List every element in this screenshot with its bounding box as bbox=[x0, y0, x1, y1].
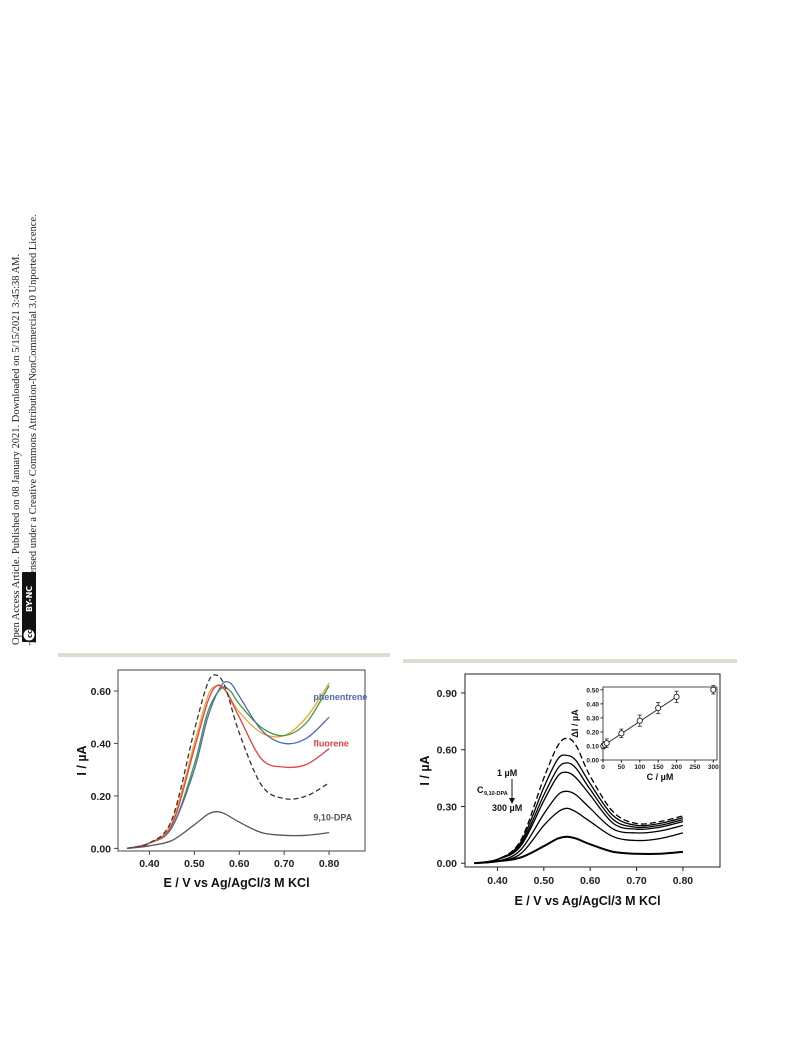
inset-x-tick-label: 300 bbox=[708, 764, 719, 771]
left-series-line-5 bbox=[126, 811, 330, 850]
cc-badge-bg bbox=[22, 572, 36, 642]
inset-x-tick-label: 150 bbox=[653, 764, 664, 771]
left-x-tick-label: 0.70 bbox=[274, 858, 295, 870]
right-series-line-0 bbox=[474, 737, 684, 864]
inset-y-tick-label: 0.40 bbox=[586, 701, 599, 708]
annotation-arrowhead bbox=[509, 798, 515, 804]
annotation-1uM: 1 µM bbox=[497, 768, 517, 778]
inset-x-axis-label: C / µM bbox=[647, 772, 674, 782]
inset-x-tick-label: 200 bbox=[671, 764, 682, 771]
right-x-tick-label: 0.80 bbox=[673, 875, 694, 887]
left-series-line-2 bbox=[126, 681, 330, 850]
right-series-line-4 bbox=[474, 790, 684, 864]
cc-badge-text: BY-NC bbox=[25, 586, 34, 612]
voltammogram-chart-right: 0.40 0.50 0.60 0.70 0.80 0.00 0.30 0.60 0.90 1 µ… bbox=[418, 673, 721, 908]
annotation-c-sub: 9,10-DPA bbox=[484, 791, 508, 797]
calibration-inset: 0 50 100 150 200 250 300 0.00 0.10 0.20 0.30 0.40 0.… bbox=[586, 685, 719, 771]
left-series-label-3: fluorene bbox=[313, 739, 349, 749]
left-y-tick-label: 0.40 bbox=[91, 738, 112, 750]
left-y-tick-label: 0.20 bbox=[91, 791, 112, 803]
right-plot-frame bbox=[464, 673, 721, 868]
left-series-labels: 1,4-terphenylpyrenephenentrenefluorene9,… bbox=[313, 692, 367, 823]
inset-point-4 bbox=[636, 717, 643, 724]
cc-mark-text: cc bbox=[26, 630, 34, 638]
cc-license-badge[interactable]: BY-NC cc bbox=[22, 572, 36, 642]
inset-frame bbox=[602, 686, 718, 761]
right-x-tick-label: 0.70 bbox=[626, 875, 647, 887]
left-plot-frame bbox=[117, 669, 366, 852]
left-ticks: 0.40 0.50 0.60 0.70 0.80 0.00 0.20 0.40 0.60 bbox=[91, 686, 340, 870]
left-series-line-0 bbox=[126, 682, 330, 850]
left-x-tick-label: 0.80 bbox=[319, 858, 340, 870]
annotation-c-var: C bbox=[477, 785, 484, 795]
left-y-tick-label: 0.00 bbox=[91, 843, 112, 855]
right-y-tick-label: 0.00 bbox=[437, 858, 458, 870]
inset-y-tick-label: 0.10 bbox=[586, 743, 599, 750]
inset-y-tick-label: 0.50 bbox=[586, 687, 599, 694]
right-x-axis-label: E / V vs Ag/AgCl/3 M KCl bbox=[514, 894, 660, 908]
left-x-tick-label: 0.60 bbox=[229, 858, 250, 870]
cc-logo-icon bbox=[22, 628, 36, 642]
inset-point-3 bbox=[618, 730, 625, 737]
right-series-line-3 bbox=[474, 771, 684, 864]
inset-y-axis-label: ΔI / µA bbox=[570, 709, 580, 738]
voltammogram-chart-left: 0.400.500.600.700.800.000.200.400.60 1,4… bbox=[75, 669, 367, 890]
annotation-300uM: 300 µM bbox=[492, 803, 522, 813]
inset-point-5 bbox=[655, 705, 662, 712]
left-series-line-4 bbox=[126, 674, 330, 850]
right-x-tick-label: 0.60 bbox=[580, 875, 601, 887]
sidebar-line-1[interactable]: Open Access Article. Published on 08 Jan… bbox=[11, 254, 22, 645]
right-ticks: 0.40 0.50 0.60 0.70 0.80 0.00 0.30 0.60 0.90 bbox=[437, 688, 694, 887]
inset-y-tick-label: 0.00 bbox=[586, 758, 599, 765]
left-x-tick-label: 0.50 bbox=[184, 858, 205, 870]
left-series bbox=[126, 674, 330, 850]
license-sidebar-svg: Open Access Article. Published on 08 Jan… bbox=[11, 214, 39, 645]
right-series-line-6 bbox=[474, 835, 683, 865]
right-y-axis-label: I / µA bbox=[418, 755, 432, 785]
inset-point-2 bbox=[603, 740, 610, 747]
sidebar-line-2[interactable]: This article is licensed under a Creativ… bbox=[28, 214, 39, 645]
divider-left bbox=[58, 653, 390, 657]
inset-point-6 bbox=[673, 693, 680, 700]
inset-y-tick-label: 0.20 bbox=[586, 729, 599, 736]
inset-x-tick-label: 0 bbox=[601, 764, 605, 771]
right-series-line-5 bbox=[474, 807, 684, 864]
right-axes bbox=[464, 673, 721, 868]
right-x-tick-label: 0.40 bbox=[487, 875, 508, 887]
left-y-tick-label: 0.60 bbox=[91, 686, 112, 698]
left-y-axis-label: I / µA bbox=[75, 745, 89, 775]
inset-x-tick-label: 50 bbox=[618, 764, 626, 771]
right-series-line-2 bbox=[474, 762, 684, 864]
left-x-axis-label: E / V vs Ag/AgCl/3 M KCl bbox=[163, 876, 309, 890]
inset-y-tick-label: 0.30 bbox=[586, 715, 599, 722]
inset-x-tick-label: 100 bbox=[634, 764, 645, 771]
right-y-tick-label: 0.90 bbox=[437, 688, 458, 700]
right-series-line-1 bbox=[474, 754, 684, 864]
left-series-label-5: 9,10-DPA bbox=[313, 813, 352, 823]
right-concentration-annotation: 1 µM C 9,10-DPA 300 µM bbox=[477, 768, 522, 813]
right-x-tick-label: 0.50 bbox=[534, 875, 555, 887]
left-series-line-3 bbox=[126, 684, 330, 850]
inset-x-tick-label: 250 bbox=[690, 764, 701, 771]
right-y-tick-label: 0.60 bbox=[437, 745, 458, 757]
inset-point-7 bbox=[710, 686, 717, 693]
license-sidebar: Open Access Article. Published on 08 Jan… bbox=[0, 0, 44, 660]
divider-right bbox=[403, 659, 737, 663]
right-y-tick-label: 0.30 bbox=[437, 801, 458, 813]
left-axes bbox=[117, 669, 366, 852]
left-series-label-2: phenentrene bbox=[313, 692, 367, 702]
right-series bbox=[474, 737, 684, 865]
left-x-tick-label: 0.40 bbox=[139, 858, 160, 870]
